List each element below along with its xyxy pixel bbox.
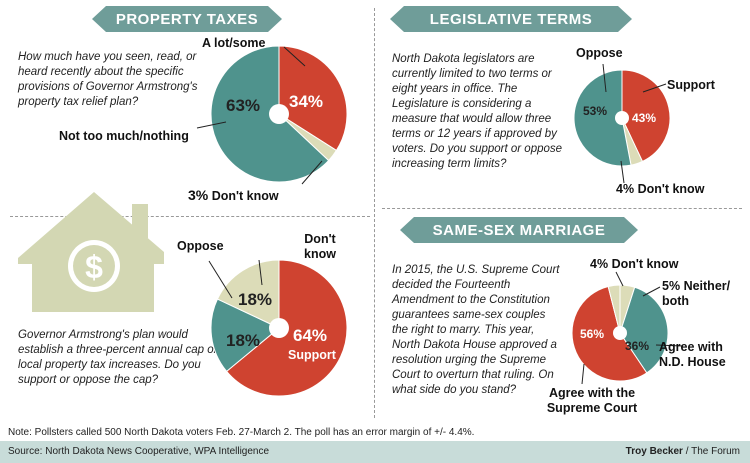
cap-label-c: Don't know: [304, 232, 336, 261]
same-sex-pie: [571, 284, 669, 382]
footer-bar: Source: North Dakota News Cooperative, W…: [0, 441, 750, 463]
term-pct-c: 53%: [583, 104, 608, 118]
marriage-d-group: 4% Don't know: [590, 257, 678, 272]
cap-pct-c: 18%: [238, 290, 273, 309]
marriage-label-d: Don't know: [611, 257, 679, 271]
legislative-terms-banner: LEGISLATIVE TERMS: [390, 6, 632, 32]
pie-center-hole: [269, 318, 289, 338]
term-label-b: Don't know: [637, 182, 705, 196]
marriage-pct-c: 56%: [580, 327, 605, 341]
source-text: Source: North Dakota News Cooperative, W…: [8, 446, 270, 457]
cap-support-pie: [210, 259, 348, 397]
pie-slice-agree-with-the-supreme-court: [571, 285, 648, 382]
term-pct-b: 4%: [616, 182, 635, 196]
credit-separator: /: [682, 446, 692, 457]
credit: Troy Becker / The Forum: [626, 446, 740, 457]
same-sex-marriage-banner: SAME-SEX MARRIAGE: [400, 217, 638, 243]
marriage-question: In 2015, the U.S. Supreme Court decided …: [392, 264, 560, 396]
marriage-pct-b: 36%: [625, 339, 650, 353]
term-label-c: Oppose: [576, 46, 623, 60]
term-label-a: Support: [667, 78, 715, 92]
marriage-label-a: Neither/ both: [662, 279, 731, 308]
vertical-divider: [374, 8, 375, 418]
pie-center-hole: [269, 104, 289, 124]
property-taxes-banner: PROPERTY TAXES: [92, 6, 282, 32]
plan-awareness-pct-b: 63%: [226, 96, 261, 115]
marriage-label-c: Agree with the Supreme Court: [546, 386, 638, 415]
term-c-group: 4% Don't know: [616, 182, 704, 197]
pie-slice-oppose: [210, 298, 280, 373]
property-plan-question: How much have you seen, read, or heard r…: [18, 51, 198, 108]
svg-text:$: $: [85, 249, 103, 285]
property-cap-question: Governor Armstrong's plan would establis…: [18, 329, 221, 386]
term-pct-a: 43%: [632, 111, 657, 125]
marriage-a-group: 5% Neither/ both: [662, 279, 742, 309]
legislative-question: North Dakota legislators are currently l…: [392, 53, 563, 170]
plan-awareness-pct-c: 3%: [188, 187, 209, 203]
marriage-pct-a: 5%: [662, 279, 681, 293]
credit-org: The Forum: [691, 446, 740, 457]
cap-label-a: Support: [288, 348, 336, 362]
right-divider: [382, 208, 742, 209]
cap-pct-b: 18%: [226, 331, 261, 350]
plan-awareness-label-c: Don't know: [211, 189, 279, 203]
cap-pct-a: 64%: [293, 326, 328, 345]
poll-note: Note: Pollsters called 500 North Dakota …: [8, 427, 475, 438]
house-icon: $: [18, 192, 164, 312]
pie-center-hole: [615, 111, 629, 125]
plan-awareness-label-b: Not too much/nothing: [59, 129, 189, 143]
plan-awareness-pct-a: 34%: [289, 92, 324, 111]
left-divider: [10, 216, 370, 217]
pie-slice-support: [621, 69, 671, 163]
marriage-label-b: Agree with N.D. House: [659, 340, 726, 369]
term-limits-pie: [573, 69, 671, 167]
cap-label-b: Oppose: [177, 239, 224, 253]
credit-author: Troy Becker: [625, 446, 683, 457]
plan-awareness-c-group: 3% Don't know: [188, 188, 279, 204]
pie-center-hole: [613, 326, 627, 340]
plan-awareness-label-a: A lot/some: [202, 36, 266, 50]
plan-awareness-pie: [210, 45, 348, 183]
marriage-pct-d: 4%: [590, 257, 609, 271]
